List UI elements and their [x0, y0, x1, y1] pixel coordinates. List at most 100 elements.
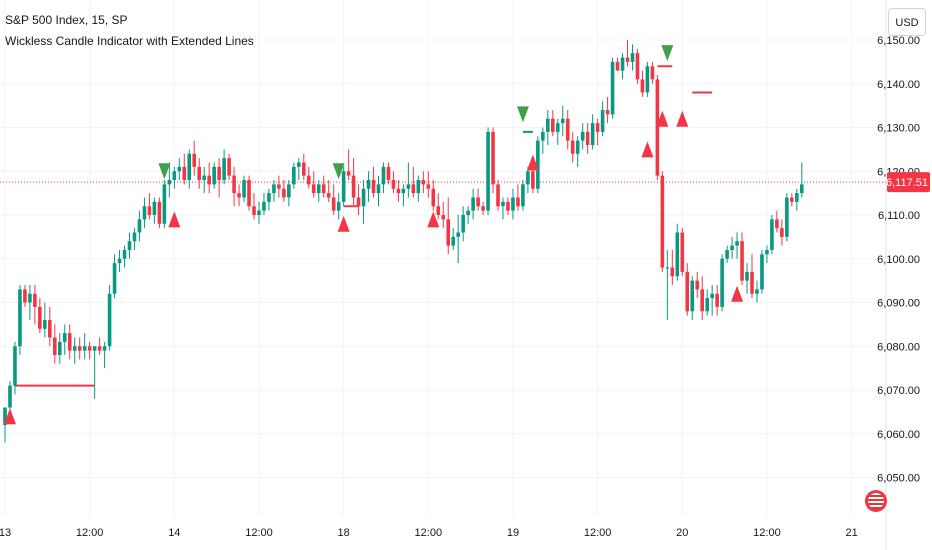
candle-body[interactable] [720, 258, 724, 307]
candle-body[interactable] [790, 197, 794, 202]
candle-body[interactable] [157, 201, 162, 224]
candle-body[interactable] [247, 180, 251, 207]
candle-body[interactable] [625, 57, 630, 62]
candle-body[interactable] [605, 110, 610, 115]
candle-body[interactable] [565, 118, 570, 141]
candle-body[interactable] [82, 346, 87, 351]
candle-body[interactable] [361, 188, 366, 207]
candle-body[interactable] [192, 153, 197, 167]
candle-body[interactable] [172, 171, 177, 180]
candle-body[interactable] [321, 184, 326, 194]
candle-body[interactable] [207, 175, 211, 185]
candle-body[interactable] [376, 184, 381, 194]
candle-body[interactable] [421, 180, 426, 185]
candle-body[interactable] [167, 180, 172, 185]
candle-body[interactable] [232, 175, 236, 194]
candle-body[interactable] [690, 280, 695, 312]
candle-body[interactable] [730, 245, 734, 250]
candle-body[interactable] [755, 289, 759, 294]
candle-body[interactable] [486, 131, 490, 211]
candle-body[interactable] [386, 166, 391, 180]
candle-body[interactable] [640, 79, 645, 93]
candle-body[interactable] [112, 263, 117, 294]
candle-body[interactable] [197, 166, 202, 180]
candle-body[interactable] [8, 385, 12, 408]
candle-body[interactable] [595, 123, 600, 132]
candle-body[interactable] [92, 346, 97, 351]
candle-body[interactable] [461, 215, 465, 233]
candle-body[interactable] [331, 197, 336, 211]
candle-body[interactable] [426, 184, 431, 189]
candle-body[interactable] [471, 197, 475, 211]
candle-body[interactable] [346, 171, 351, 176]
candle-body[interactable] [620, 57, 625, 71]
candle-body[interactable] [760, 254, 764, 290]
candle-body[interactable] [227, 158, 231, 176]
candle-body[interactable] [695, 280, 700, 290]
candle-body[interactable] [28, 293, 32, 303]
candle-body[interactable] [117, 258, 122, 264]
candle-body[interactable] [107, 293, 112, 347]
candle-body[interactable] [97, 346, 102, 351]
candle-body[interactable] [401, 188, 406, 194]
candle-body[interactable] [306, 175, 311, 185]
candle-body[interactable] [570, 140, 575, 154]
candle-body[interactable] [391, 180, 396, 189]
candle-body[interactable] [187, 153, 192, 180]
candle-body[interactable] [715, 293, 719, 307]
candle-body[interactable] [356, 197, 361, 207]
candle-body[interactable] [252, 206, 256, 215]
candle-body[interactable] [277, 184, 281, 189]
candle-body[interactable] [735, 241, 739, 246]
candle-body[interactable] [705, 298, 709, 312]
candle-body[interactable] [33, 293, 37, 307]
candle-body[interactable] [536, 140, 540, 189]
candle-body[interactable] [341, 171, 346, 202]
candle-body[interactable] [336, 201, 341, 211]
candle-body[interactable] [316, 184, 321, 194]
candle-body[interactable] [546, 118, 550, 132]
candle-body[interactable] [137, 219, 142, 233]
candle-body[interactable] [560, 118, 565, 124]
candle-body[interactable] [23, 289, 27, 303]
candle-body[interactable] [311, 184, 316, 194]
candle-body[interactable] [501, 201, 505, 207]
candle-body[interactable] [297, 162, 301, 167]
candle-body[interactable] [371, 180, 376, 194]
candle-body[interactable] [600, 110, 605, 132]
candle-body[interactable] [406, 184, 411, 189]
candle-body[interactable] [72, 346, 77, 351]
candle-body[interactable] [725, 250, 729, 259]
candle-body[interactable] [710, 293, 714, 299]
candle-body[interactable] [585, 131, 590, 145]
candle-body[interactable] [446, 219, 451, 246]
candle-body[interactable] [282, 188, 286, 198]
candle-body[interactable] [326, 193, 331, 198]
candle-body[interactable] [451, 236, 455, 246]
candle-body[interactable] [302, 162, 306, 176]
candle-body[interactable] [496, 184, 500, 207]
candle-body[interactable] [13, 346, 17, 386]
candle-body[interactable] [102, 346, 107, 351]
candle-body[interactable] [272, 184, 276, 194]
candle-body[interactable] [67, 333, 72, 351]
candle-body[interactable] [436, 206, 441, 215]
candle-body[interactable] [43, 320, 47, 329]
candle-body[interactable] [511, 197, 515, 211]
candle-body[interactable] [18, 289, 22, 347]
symbol-title[interactable]: S&P 500 Index, 15, SP [5, 13, 128, 27]
candle-body[interactable] [411, 184, 416, 194]
candle-body[interactable] [660, 175, 665, 268]
candle-body[interactable] [795, 193, 799, 202]
candle-body[interactable] [645, 66, 650, 93]
us-flag-icon[interactable] [865, 490, 887, 512]
candle-body[interactable] [551, 118, 555, 132]
candle-body[interactable] [700, 289, 704, 312]
candle-body[interactable] [785, 197, 789, 237]
candle-body[interactable] [287, 184, 291, 198]
candle-body[interactable] [555, 123, 560, 132]
candle-body[interactable] [262, 201, 266, 211]
candle-body[interactable] [77, 346, 82, 351]
candle-body[interactable] [162, 184, 167, 224]
